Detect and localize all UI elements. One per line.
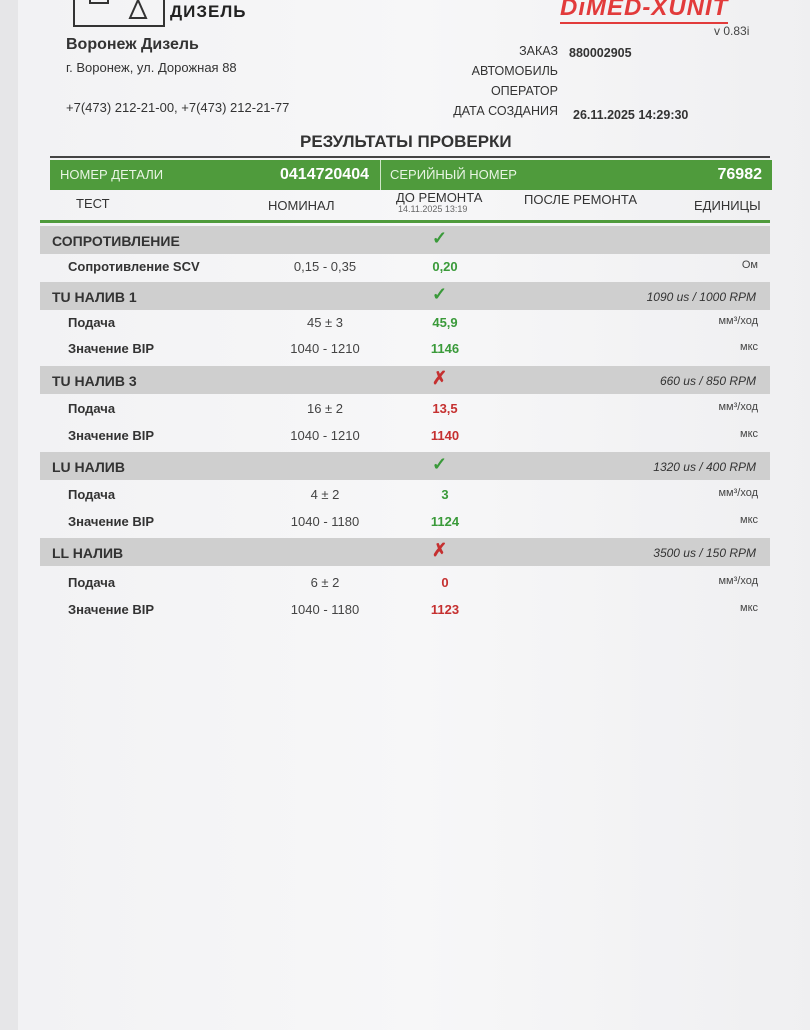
nominal-value: 1040 - 1210: [290, 428, 360, 443]
column-units: ЕДИНИЦЫ: [694, 198, 761, 213]
section-name: LL НАЛИВ: [52, 545, 124, 561]
operator-label: ОПЕРАТОР: [490, 84, 558, 98]
fail-cross-icon: ✗: [432, 368, 448, 388]
test-name: Сопротивление SCV: [68, 259, 200, 274]
serial-number-value: 76982: [717, 166, 763, 183]
nominal-value: 45 ± 3: [306, 315, 344, 330]
section-header: СОПРОТИВЛЕНИЕ ✓: [40, 226, 770, 254]
divider: [40, 220, 770, 223]
before-value: 13,5: [432, 401, 458, 416]
table-row: Значение BIP 1040 - 1210 1140 мкс: [40, 423, 770, 449]
version: v 0.83i: [714, 24, 750, 38]
company-address: г. Воронеж, ул. Дорожная 88: [66, 60, 237, 75]
table-row: Значение BIP 1040 - 1180 1123 мкс: [40, 597, 770, 623]
unit: мм³/ход: [718, 315, 758, 327]
pass-check-icon: ✓: [432, 454, 448, 474]
fail-cross-icon: ✗: [432, 540, 448, 560]
test-name: Подача: [68, 401, 116, 416]
test-name: Значение BIP: [68, 341, 155, 356]
nominal-value: 1040 - 1210: [290, 341, 360, 356]
section-mode: 660 us / 850 RPM: [659, 374, 756, 388]
unit: мкс: [740, 428, 758, 440]
pass-check-icon: ✓: [432, 228, 448, 248]
table-row: Подача 16 ± 2 13,5 мм³/ход: [40, 396, 770, 422]
company-phones: +7(473) 212-21-00, +7(473) 212-21-77: [66, 100, 290, 115]
test-name: Значение BIP: [68, 602, 155, 617]
column-after: ПОСЛЕ РЕМОНТА: [524, 192, 638, 207]
serial-number-label: СЕРИЙНЫЙ НОМЕР: [390, 167, 517, 182]
company-logo: [73, 0, 165, 27]
before-value: 1124: [430, 514, 460, 529]
date-value: 26.11.2025 14:29:30: [573, 108, 689, 122]
column-test: ТЕСТ: [76, 196, 110, 211]
section-header: LL НАЛИВ ✗ 3500 us / 150 RPM: [40, 538, 770, 566]
nominal-value: 0,15 - 0,35: [293, 259, 357, 274]
unit: мкс: [740, 602, 758, 614]
order-label: ЗАКАЗ: [519, 44, 558, 58]
car-label: АВТОМОБИЛЬ: [471, 64, 558, 78]
divider: [50, 156, 770, 158]
brand-logo: DiMED-XUNIT: [560, 0, 729, 24]
test-name: Подача: [68, 315, 116, 330]
page-title: РЕЗУЛЬТАТЫ ПРОВЕРКИ: [300, 132, 512, 151]
nominal-value: 1040 - 1180: [290, 514, 360, 529]
order-value: 880002905: [569, 46, 632, 60]
section-header: LU НАЛИВ ✓ 1320 us / 400 RPM: [40, 452, 770, 480]
column-nominal: НОМИНАЛ: [268, 198, 335, 213]
test-name: Значение BIP: [68, 428, 155, 443]
section-name: TU НАЛИВ 1: [52, 289, 137, 305]
column-before: ДО РЕМОНТА: [396, 190, 483, 205]
unit: мкс: [740, 341, 758, 353]
test-name: Подача: [68, 575, 116, 590]
section-name: TU НАЛИВ 3: [52, 373, 137, 389]
before-value: 3: [441, 487, 449, 502]
unit: мм³/ход: [718, 487, 758, 499]
before-value: 1140: [430, 428, 460, 443]
section-name: LU НАЛИВ: [52, 459, 125, 475]
date-label: ДАТА СОЗДАНИЯ: [453, 104, 558, 118]
nominal-value: 16 ± 2: [306, 401, 344, 416]
logo-text: ДИЗЕЛЬ: [170, 2, 247, 21]
before-value: 0: [441, 575, 449, 590]
section-name: СОПРОТИВЛЕНИЕ: [52, 233, 180, 249]
test-name: Подача: [68, 487, 116, 502]
test-name: Значение BIP: [68, 514, 155, 529]
section-mode: 3500 us / 150 RPM: [653, 546, 756, 560]
part-number-label: НОМЕР ДЕТАЛИ: [60, 167, 164, 182]
section-header: TU НАЛИВ 3 ✗ 660 us / 850 RPM: [40, 366, 770, 394]
part-number-value: 0414720404: [280, 166, 369, 183]
table-row: Значение BIP 1040 - 1210 1146 мкс: [40, 336, 770, 362]
table-row: Подача 45 ± 3 45,9 мм³/ход: [40, 310, 770, 336]
section-mode: 1320 us / 400 RPM: [653, 460, 756, 474]
table-row: Сопротивление SCV 0,15 - 0,35 0,20 Ом: [40, 254, 770, 280]
nominal-value: 4 ± 2: [310, 487, 340, 502]
column-before-date: 14.11.2025 13:19: [398, 204, 468, 214]
divider: [380, 160, 381, 190]
table-row: Значение BIP 1040 - 1180 1124 мкс: [40, 509, 770, 535]
nominal-value: 1040 - 1180: [290, 602, 360, 617]
table-row: Подача 6 ± 2 0 мм³/ход: [40, 570, 770, 596]
before-value: 0,20: [432, 259, 458, 274]
section-header: TU НАЛИВ 1 ✓ 1090 us / 1000 RPM: [40, 282, 770, 310]
table-row: Подача 4 ± 2 3 мм³/ход: [40, 482, 770, 508]
before-value: 45,9: [432, 315, 458, 330]
before-value: 1146: [430, 341, 460, 356]
before-value: 1123: [430, 602, 460, 617]
part-info-bar: НОМЕР ДЕТАЛИ 0414720404 СЕРИЙНЫЙ НОМЕР 7…: [50, 160, 772, 190]
unit: мм³/ход: [718, 401, 758, 413]
section-mode: 1090 us / 1000 RPM: [646, 290, 756, 304]
company-name: Воронеж Дизель: [66, 36, 199, 53]
unit: мкс: [740, 514, 758, 526]
pass-check-icon: ✓: [432, 284, 448, 304]
nominal-value: 6 ± 2: [310, 575, 340, 590]
unit: Ом: [741, 259, 758, 271]
unit: мм³/ход: [718, 575, 758, 587]
